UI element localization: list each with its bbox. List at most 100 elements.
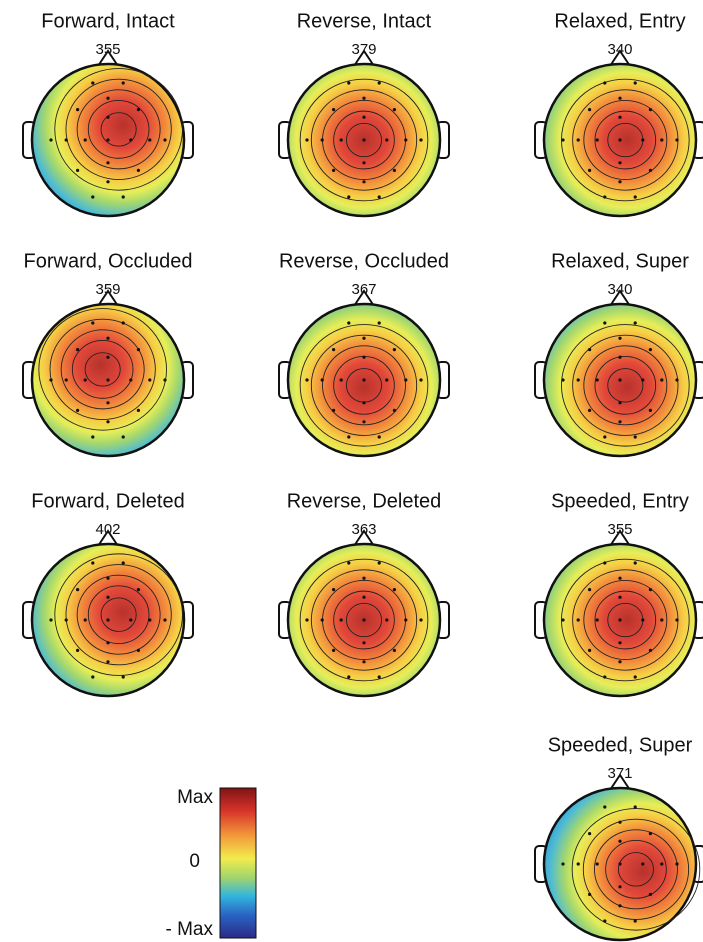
- contour: [345, 602, 383, 638]
- electrode: [618, 641, 622, 645]
- electrode: [121, 195, 125, 199]
- contour: [310, 569, 418, 671]
- contour: [76, 89, 161, 170]
- electrode: [588, 108, 592, 112]
- electrode: [332, 588, 336, 592]
- electrode: [385, 618, 389, 622]
- electrode: [148, 138, 152, 142]
- electrode: [618, 355, 622, 359]
- electrode: [595, 378, 599, 382]
- electrode: [91, 561, 95, 565]
- contour: [572, 334, 679, 436]
- electrode: [595, 862, 599, 866]
- electrode: [49, 378, 53, 382]
- electrode: [121, 561, 125, 565]
- electrode: [392, 588, 396, 592]
- contour: [71, 340, 134, 399]
- electrode: [347, 675, 351, 679]
- electrode: [347, 195, 351, 199]
- electrode: [362, 180, 366, 184]
- electrode: [392, 648, 396, 653]
- contour: [594, 829, 678, 910]
- panel-title: Reverse, Intact: [297, 10, 432, 32]
- panel-title: Reverse, Occluded: [279, 250, 449, 272]
- electrode: [588, 588, 592, 592]
- electrode: [618, 885, 622, 889]
- topo-panel: Speeded, Super371: [534, 734, 703, 942]
- electrode: [561, 138, 565, 142]
- contour: [583, 580, 668, 660]
- topo-panel: Forward, Intact355: [22, 10, 194, 218]
- electrode: [561, 378, 565, 382]
- electrode: [362, 336, 366, 340]
- contour: [345, 122, 383, 158]
- electrode: [121, 675, 125, 679]
- electrode: [633, 805, 637, 809]
- electrode: [641, 138, 645, 142]
- contour: [49, 318, 156, 420]
- electrode: [633, 561, 637, 565]
- topo-panel: Speeded, Entry355: [534, 490, 703, 698]
- contour: [65, 78, 172, 180]
- electrode: [106, 355, 110, 359]
- electrode: [618, 138, 622, 142]
- contour: [583, 100, 668, 180]
- electrode: [603, 435, 607, 439]
- nose: [97, 289, 119, 307]
- electrode: [595, 618, 599, 622]
- electrode: [163, 618, 167, 622]
- electrode: [136, 648, 140, 653]
- electrode: [385, 378, 389, 382]
- electrode: [633, 195, 637, 199]
- electrode: [136, 588, 140, 592]
- electrode: [106, 138, 110, 142]
- topo-panel: Reverse, Deleted363: [278, 490, 450, 698]
- electrode: [76, 168, 80, 172]
- contour: [322, 345, 406, 426]
- electrode: [148, 378, 152, 382]
- topo-panel: Reverse, Intact379: [278, 10, 450, 218]
- electrode: [633, 435, 637, 439]
- electrode: [106, 336, 110, 340]
- contour: [607, 368, 644, 403]
- electrode: [377, 195, 381, 199]
- electrode: [675, 138, 679, 142]
- electrode: [362, 138, 366, 142]
- electrode: [633, 81, 637, 85]
- electrode: [648, 108, 653, 112]
- electrode: [91, 435, 95, 439]
- electrode: [136, 408, 140, 412]
- contour: [571, 808, 701, 931]
- electrode: [339, 138, 343, 142]
- electrode: [660, 138, 664, 142]
- contour: [583, 345, 668, 426]
- electrode: [163, 138, 167, 142]
- colorbar: [219, 787, 257, 939]
- electrode: [129, 618, 133, 622]
- electrode: [675, 378, 679, 382]
- electrode: [106, 378, 110, 382]
- electrode: [633, 321, 637, 325]
- contour: [60, 329, 145, 410]
- electrode: [618, 401, 622, 405]
- contour: [310, 89, 418, 191]
- electrode: [91, 321, 95, 325]
- electrode: [603, 195, 607, 199]
- electrode: [377, 561, 381, 565]
- electrode: [618, 115, 622, 119]
- electrode: [362, 576, 366, 580]
- electrode: [136, 348, 140, 352]
- electrode: [362, 378, 366, 382]
- electrode: [618, 336, 622, 340]
- electrode: [332, 408, 336, 412]
- electrode: [588, 648, 592, 653]
- electrode: [648, 168, 653, 172]
- electrode: [129, 138, 133, 142]
- nose: [353, 49, 375, 67]
- electrode: [362, 96, 366, 100]
- electrode: [641, 862, 645, 866]
- electrode: [603, 321, 607, 325]
- panel-title: Speeded, Super: [548, 734, 693, 756]
- panel-title: Forward, Occluded: [24, 250, 193, 272]
- panel-title: Forward, Deleted: [31, 490, 184, 512]
